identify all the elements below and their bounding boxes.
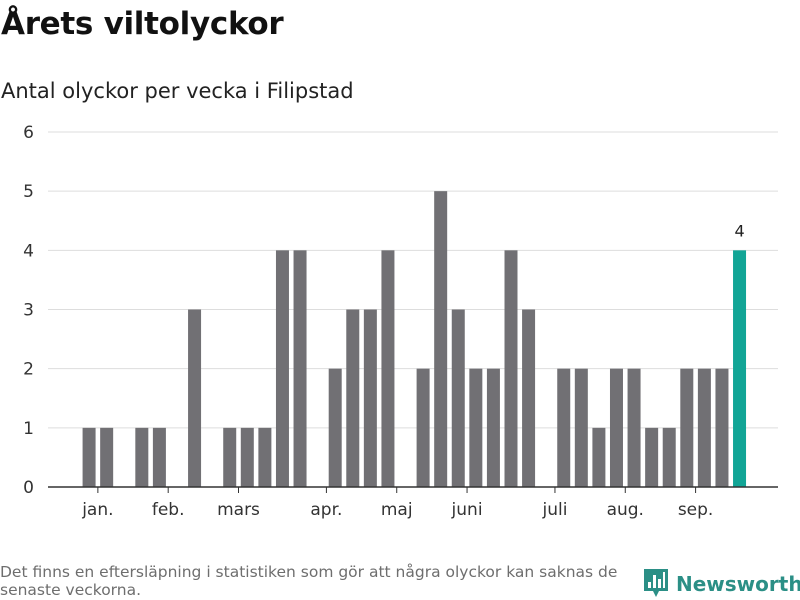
chart-subtitle: Antal olyckor per vecka i Filipstad bbox=[1, 79, 354, 103]
bar bbox=[258, 427, 272, 487]
bar-chart-logo-icon bbox=[644, 569, 668, 597]
x-tick-label: feb. bbox=[152, 500, 185, 520]
y-tick-label: 4 bbox=[23, 241, 34, 261]
bar bbox=[522, 309, 536, 487]
bar-chart: 0 1 2 3 4 5 6 jan. feb. mars apr. maj juni juli aug. se… bbox=[23, 123, 778, 520]
highlight-bar bbox=[733, 250, 747, 487]
bar bbox=[504, 250, 518, 487]
bar bbox=[275, 250, 289, 487]
chart-title: Årets viltolyckor bbox=[1, 6, 284, 42]
x-tick-label: jan. bbox=[81, 500, 113, 520]
bar bbox=[135, 427, 149, 487]
bar bbox=[152, 427, 166, 487]
x-tick-label: maj bbox=[381, 500, 413, 520]
y-tick-label: 1 bbox=[23, 419, 34, 439]
bar bbox=[416, 368, 430, 487]
bar bbox=[557, 368, 571, 487]
y-tick-label: 3 bbox=[23, 301, 34, 321]
bar bbox=[240, 427, 254, 487]
y-tick-label: 5 bbox=[23, 182, 34, 202]
x-tick-label: apr. bbox=[310, 500, 342, 520]
bar bbox=[434, 191, 448, 487]
y-tick-label: 0 bbox=[23, 478, 34, 498]
y-tick-label: 2 bbox=[23, 360, 34, 380]
bar bbox=[645, 427, 659, 487]
bar bbox=[627, 368, 641, 487]
x-tick-label: sep. bbox=[678, 500, 714, 520]
bar bbox=[451, 309, 465, 487]
brand-name: Newsworthy bbox=[676, 572, 800, 596]
bar bbox=[680, 368, 694, 487]
data-label: 4 bbox=[734, 221, 744, 240]
bar bbox=[469, 368, 483, 487]
bar bbox=[223, 427, 237, 487]
bar bbox=[662, 427, 676, 487]
bar bbox=[574, 368, 588, 487]
x-tick-label: mars bbox=[217, 500, 260, 520]
bar bbox=[100, 427, 114, 487]
footnote: Det finns en eftersläpning i statistiken… bbox=[0, 563, 618, 599]
brand-logo: Newsworthy bbox=[644, 569, 800, 599]
x-tick-label: aug. bbox=[607, 500, 644, 520]
bar bbox=[82, 427, 96, 487]
bar bbox=[381, 250, 395, 487]
bar bbox=[328, 368, 342, 487]
x-tick-label: juni bbox=[451, 500, 483, 520]
bar bbox=[346, 309, 360, 487]
bar bbox=[715, 368, 729, 487]
bar bbox=[293, 250, 307, 487]
bar bbox=[592, 427, 606, 487]
bar bbox=[697, 368, 711, 487]
x-tick-label: juli bbox=[541, 500, 567, 520]
bar bbox=[188, 309, 202, 487]
bar bbox=[486, 368, 500, 487]
bar bbox=[609, 368, 623, 487]
bar bbox=[363, 309, 377, 487]
y-tick-label: 6 bbox=[23, 123, 34, 143]
